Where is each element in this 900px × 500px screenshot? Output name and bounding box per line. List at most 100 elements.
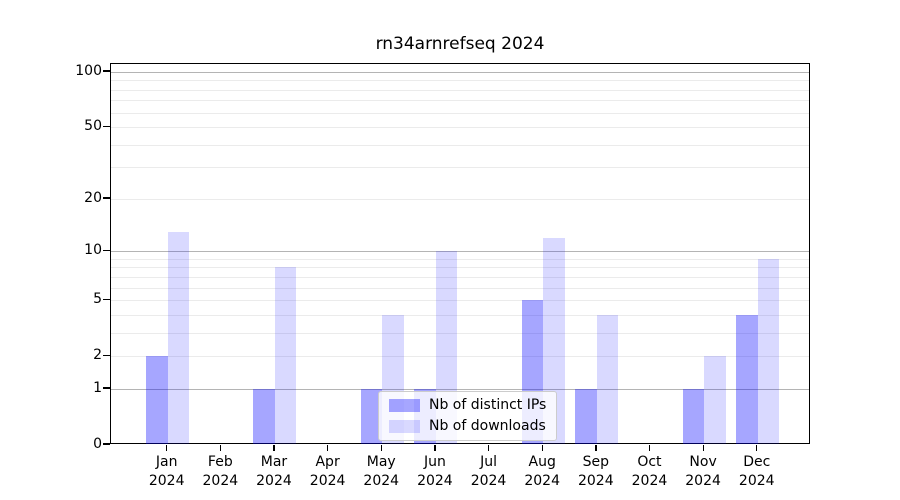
- x-tick-year-jul: 2024: [470, 473, 507, 489]
- gridline-major-1: [111, 388, 809, 391]
- gridline-minor-60: [111, 112, 809, 114]
- x-tick-label-jun: Jun 2024: [395, 453, 475, 491]
- plot-area: [110, 63, 810, 444]
- x-tick-year-oct: 2024: [631, 473, 668, 489]
- x-tick-month-apr: Apr: [315, 454, 340, 470]
- chart-title: rn34arnrefseq 2024: [375, 34, 545, 54]
- bar-distinct-ips-nov: [682, 388, 705, 444]
- x-tick-month-jun: Jun: [423, 454, 446, 470]
- y-tick-label-2: 2: [93, 347, 102, 364]
- x-tick-year-mar: 2024: [256, 473, 292, 489]
- y-tick-label-50: 50: [84, 118, 102, 135]
- gridline-minor-3: [111, 332, 809, 334]
- gridline-minor-70: [111, 100, 809, 102]
- legend-label-downloads: Nb of downloads: [429, 418, 546, 434]
- bar-downloads-dec: [757, 258, 780, 444]
- gridline-minor-6: [111, 287, 809, 289]
- x-tick-year-apr: 2024: [309, 473, 346, 489]
- x-tick-month-dec: Dec: [743, 454, 771, 470]
- y-tick-100: [103, 70, 110, 72]
- gridline-minor-7: [111, 276, 809, 278]
- gridline-major-100: [111, 72, 809, 74]
- y-tick-1: [103, 387, 110, 389]
- y-tick-label-20: 20: [84, 189, 102, 206]
- y-tick-0: [103, 443, 110, 445]
- gridline-minor-8: [111, 267, 809, 269]
- x-tick-year-nov: 2024: [685, 473, 721, 489]
- bar-distinct-ips-dec: [736, 314, 758, 444]
- x-tick-nov: [702, 445, 704, 451]
- x-tick-month-feb: Feb: [207, 454, 233, 470]
- x-tick-month-mar: Mar: [260, 454, 288, 470]
- gridline-major-10: [111, 251, 809, 253]
- gridline-minor-90: [111, 80, 809, 82]
- x-tick-month-nov: Nov: [689, 454, 717, 470]
- bar-downloads-jan: [167, 231, 190, 444]
- legend-swatch-distinct-ips-icon: [389, 398, 420, 412]
- legend-item-distinct-ips: Nb of distinct IPs: [389, 397, 546, 413]
- x-tick-label-jul: Jul 2024: [449, 453, 529, 491]
- x-tick-sep: [595, 445, 597, 451]
- x-tick-jan: [166, 445, 168, 451]
- x-tick-oct: [648, 445, 651, 451]
- legend-label-distinct-ips: Nb of distinct IPs: [429, 397, 547, 413]
- bar-distinct-ips-jan: [146, 356, 168, 444]
- x-tick-year-aug: 2024: [524, 473, 560, 489]
- legend-swatch-downloads-icon: [389, 419, 420, 433]
- y-tick-label-5: 5: [93, 291, 102, 308]
- gridline-minor-5: [111, 300, 809, 302]
- x-tick-month-sep: Sep: [582, 454, 609, 470]
- y-tick-50: [103, 125, 110, 127]
- x-tick-year-may: 2024: [363, 473, 400, 489]
- x-tick-dec: [756, 445, 758, 451]
- x-tick-month-jul: Jul: [480, 454, 497, 470]
- x-tick-apr: [327, 445, 329, 451]
- bar-distinct-ips-may: [360, 388, 383, 444]
- legend: Nb of distinct IPs Nb of downloads: [378, 391, 558, 441]
- x-tick-label-sep: Sep 2024: [556, 453, 636, 491]
- x-tick-label-apr: Apr 2024: [288, 453, 368, 491]
- gridline-minor-30: [111, 167, 809, 169]
- x-tick-label-feb: Feb 2024: [180, 453, 260, 491]
- y-tick-2: [103, 354, 110, 356]
- gridline-minor-4: [111, 314, 809, 316]
- x-tick-label-dec: Dec 2024: [717, 453, 797, 491]
- bar-distinct-ips-mar: [253, 388, 275, 444]
- x-tick-month-may: May: [366, 454, 396, 470]
- x-tick-year-dec: 2024: [738, 473, 775, 489]
- x-tick-jul: [487, 445, 490, 451]
- gridline-minor-2: [111, 356, 809, 358]
- x-tick-year-jan: 2024: [148, 473, 185, 489]
- x-tick-year-sep: 2024: [577, 473, 614, 489]
- x-tick-year-jun: 2024: [417, 473, 453, 489]
- x-tick-label-aug: Aug 2024: [502, 453, 582, 491]
- legend-item-downloads: Nb of downloads: [389, 418, 546, 434]
- x-tick-aug: [541, 445, 543, 451]
- x-tick-month-jan: Jan: [155, 454, 178, 470]
- gridline-minor-80: [111, 89, 809, 91]
- x-tick-mar: [273, 445, 275, 451]
- x-tick-month-aug: Aug: [528, 454, 556, 470]
- bar-downloads-sep: [596, 314, 619, 444]
- x-tick-month-oct: Oct: [637, 454, 662, 470]
- y-tick-label-100: 100: [75, 63, 102, 79]
- x-tick-may: [380, 445, 382, 451]
- y-tick-label-1: 1: [93, 379, 102, 396]
- bar-distinct-ips-sep: [575, 388, 597, 444]
- y-tick-5: [103, 298, 110, 300]
- gridline-minor-40: [111, 144, 809, 146]
- gridline-minor-20: [111, 198, 809, 200]
- x-tick-label-oct: Oct 2024: [609, 453, 689, 491]
- x-tick-label-mar: Mar 2024: [234, 453, 314, 491]
- y-tick-20: [103, 197, 110, 199]
- gridline-minor-9: [111, 258, 809, 260]
- bar-downloads-nov: [704, 356, 726, 444]
- y-tick-10: [103, 249, 110, 251]
- x-tick-jun: [434, 445, 436, 451]
- gridline-minor-50: [111, 127, 809, 129]
- bar-downloads-mar: [274, 267, 297, 444]
- x-tick-year-feb: 2024: [202, 473, 239, 489]
- y-tick-label-0: 0: [93, 436, 102, 452]
- x-tick-label-jan: Jan 2024: [127, 453, 207, 491]
- x-tick-label-may: May 2024: [341, 453, 421, 491]
